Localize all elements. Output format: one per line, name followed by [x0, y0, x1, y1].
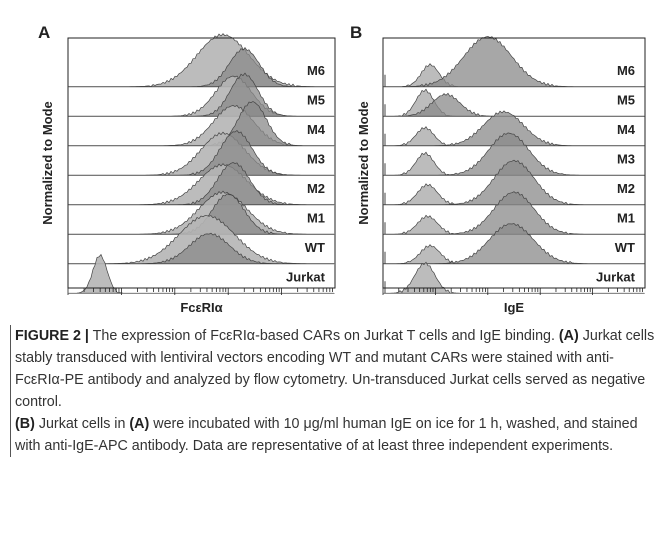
histogram: [68, 232, 335, 265]
caption-second: (B) Jurkat cells in (A) were incubated w…: [15, 413, 655, 457]
x-axis-label: FcεRIα: [180, 300, 222, 315]
row-label: M6: [307, 63, 325, 78]
panel-label: B: [350, 23, 362, 42]
histogram: [383, 261, 645, 294]
caption: FIGURE 2 | The expression of FcεRIα-base…: [10, 325, 655, 457]
y-axis-label: Normalized to Mode: [40, 101, 55, 225]
histogram: [383, 132, 645, 176]
row-label: M2: [617, 181, 635, 196]
x-axis-label: IgE: [504, 300, 525, 315]
row-label: WT: [305, 240, 325, 255]
row-label: M3: [307, 151, 325, 166]
row-label: Jurkat: [596, 269, 636, 284]
histogram: [383, 92, 645, 117]
plot-frame: [67, 37, 336, 289]
row-label: M5: [307, 92, 325, 107]
row-label: WT: [615, 240, 635, 255]
histogram: [383, 110, 645, 147]
row-label: M2: [307, 181, 325, 196]
histogram: [383, 223, 645, 265]
figure-label: FIGURE 2 |: [15, 328, 89, 344]
figure: A Normalized to Mode FcεRIα M6 M5 M4 M3 M2 M1 WT J…: [38, 23, 646, 315]
row-label: M4: [617, 122, 636, 137]
row-label: M4: [307, 122, 326, 137]
panel-label: A: [38, 23, 50, 42]
row-label: M1: [617, 210, 635, 225]
part-ref: (A): [129, 416, 150, 432]
caption-text: Jurkat cells in: [34, 416, 130, 432]
row-label: M1: [307, 210, 325, 225]
histogram: [383, 36, 645, 88]
caption-text: were incubated with 10 μg/ml human IgE o…: [15, 416, 638, 454]
histogram: [68, 162, 335, 206]
y-axis-label: Normalized to Mode: [356, 101, 371, 225]
row-label: M3: [617, 151, 635, 166]
histogram: [383, 159, 645, 206]
part-label: (A): [558, 328, 579, 344]
caption-first: FIGURE 2 | The expression of FcεRIα-base…: [15, 325, 655, 413]
histogram: [383, 191, 645, 235]
row-label: Jurkat: [286, 269, 326, 284]
histogram: [68, 72, 335, 117]
histogram: [68, 101, 335, 147]
histogram: [68, 130, 335, 176]
caption-text: Jurkat cells stably transduced with lent…: [15, 328, 655, 410]
plot-frame: [382, 37, 646, 289]
histogram: [68, 47, 335, 88]
histogram: [68, 33, 335, 88]
part-label: (B): [15, 416, 35, 432]
row-label: M5: [617, 92, 635, 107]
caption-title: The expression of FcεRIα-based CARs on J…: [88, 328, 559, 344]
row-label: M6: [617, 63, 635, 78]
